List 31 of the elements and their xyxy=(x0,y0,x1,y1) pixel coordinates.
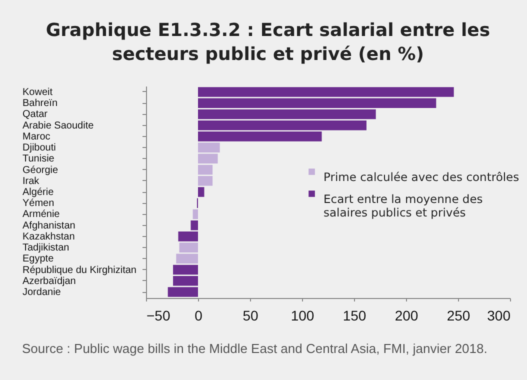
y-tick-label: Algérie xyxy=(22,187,54,198)
x-tick-label: 300 xyxy=(487,308,511,324)
y-tick-label: Yémen xyxy=(22,198,54,210)
y-tick-label: Koweit xyxy=(22,87,53,98)
legend-label: Prime calculée avec des contrôles xyxy=(324,170,520,184)
y-tick-label: Maroc xyxy=(22,131,50,142)
y-tick-label: Arabie Saoudite xyxy=(22,120,94,132)
y-tick-label: Qatar xyxy=(22,109,48,120)
chart-title: Graphique E1.3.3.2 : Ecart salarial entre les secteurs public et privé (en %) xyxy=(46,20,490,65)
y-tick-label: Azerbaïdjan xyxy=(22,276,76,287)
x-tick-label: 0 xyxy=(194,308,203,324)
legend-label: Ecart entre la moyenne des salaires publics et privés xyxy=(324,192,483,220)
x-tick-label: 150 xyxy=(342,308,366,324)
x-tick-label: 200 xyxy=(394,308,418,324)
y-tick-label: Irak xyxy=(22,176,40,187)
y-tick-label: Egypte xyxy=(22,254,54,265)
x-tick-label: 50 xyxy=(242,308,258,324)
y-tick-label: République du Kirghizitan xyxy=(22,264,136,276)
y-tick-label: Arménie xyxy=(22,209,60,220)
y-tick-label: Tunisie xyxy=(22,154,55,165)
x-tick-label: −50 xyxy=(146,308,170,324)
x-tick-label: 100 xyxy=(290,308,314,324)
y-tick-label: Bahreïn xyxy=(22,98,58,110)
y-tick-label: Jordanie xyxy=(22,287,62,298)
y-tick-label: Géorgie xyxy=(22,164,59,176)
y-tick-label: Kazakhstan xyxy=(22,231,75,242)
y-tick-label: Djibouti xyxy=(22,142,56,154)
y-tick-label: Tadjikistan xyxy=(22,242,70,254)
y-tick-label: Afghanistan xyxy=(22,220,76,232)
source-note: Source : Public wage bills in the Middle East and Central Asia, FMI, janvier 2018. xyxy=(22,340,488,357)
x-tick-label: 250 xyxy=(446,308,470,324)
